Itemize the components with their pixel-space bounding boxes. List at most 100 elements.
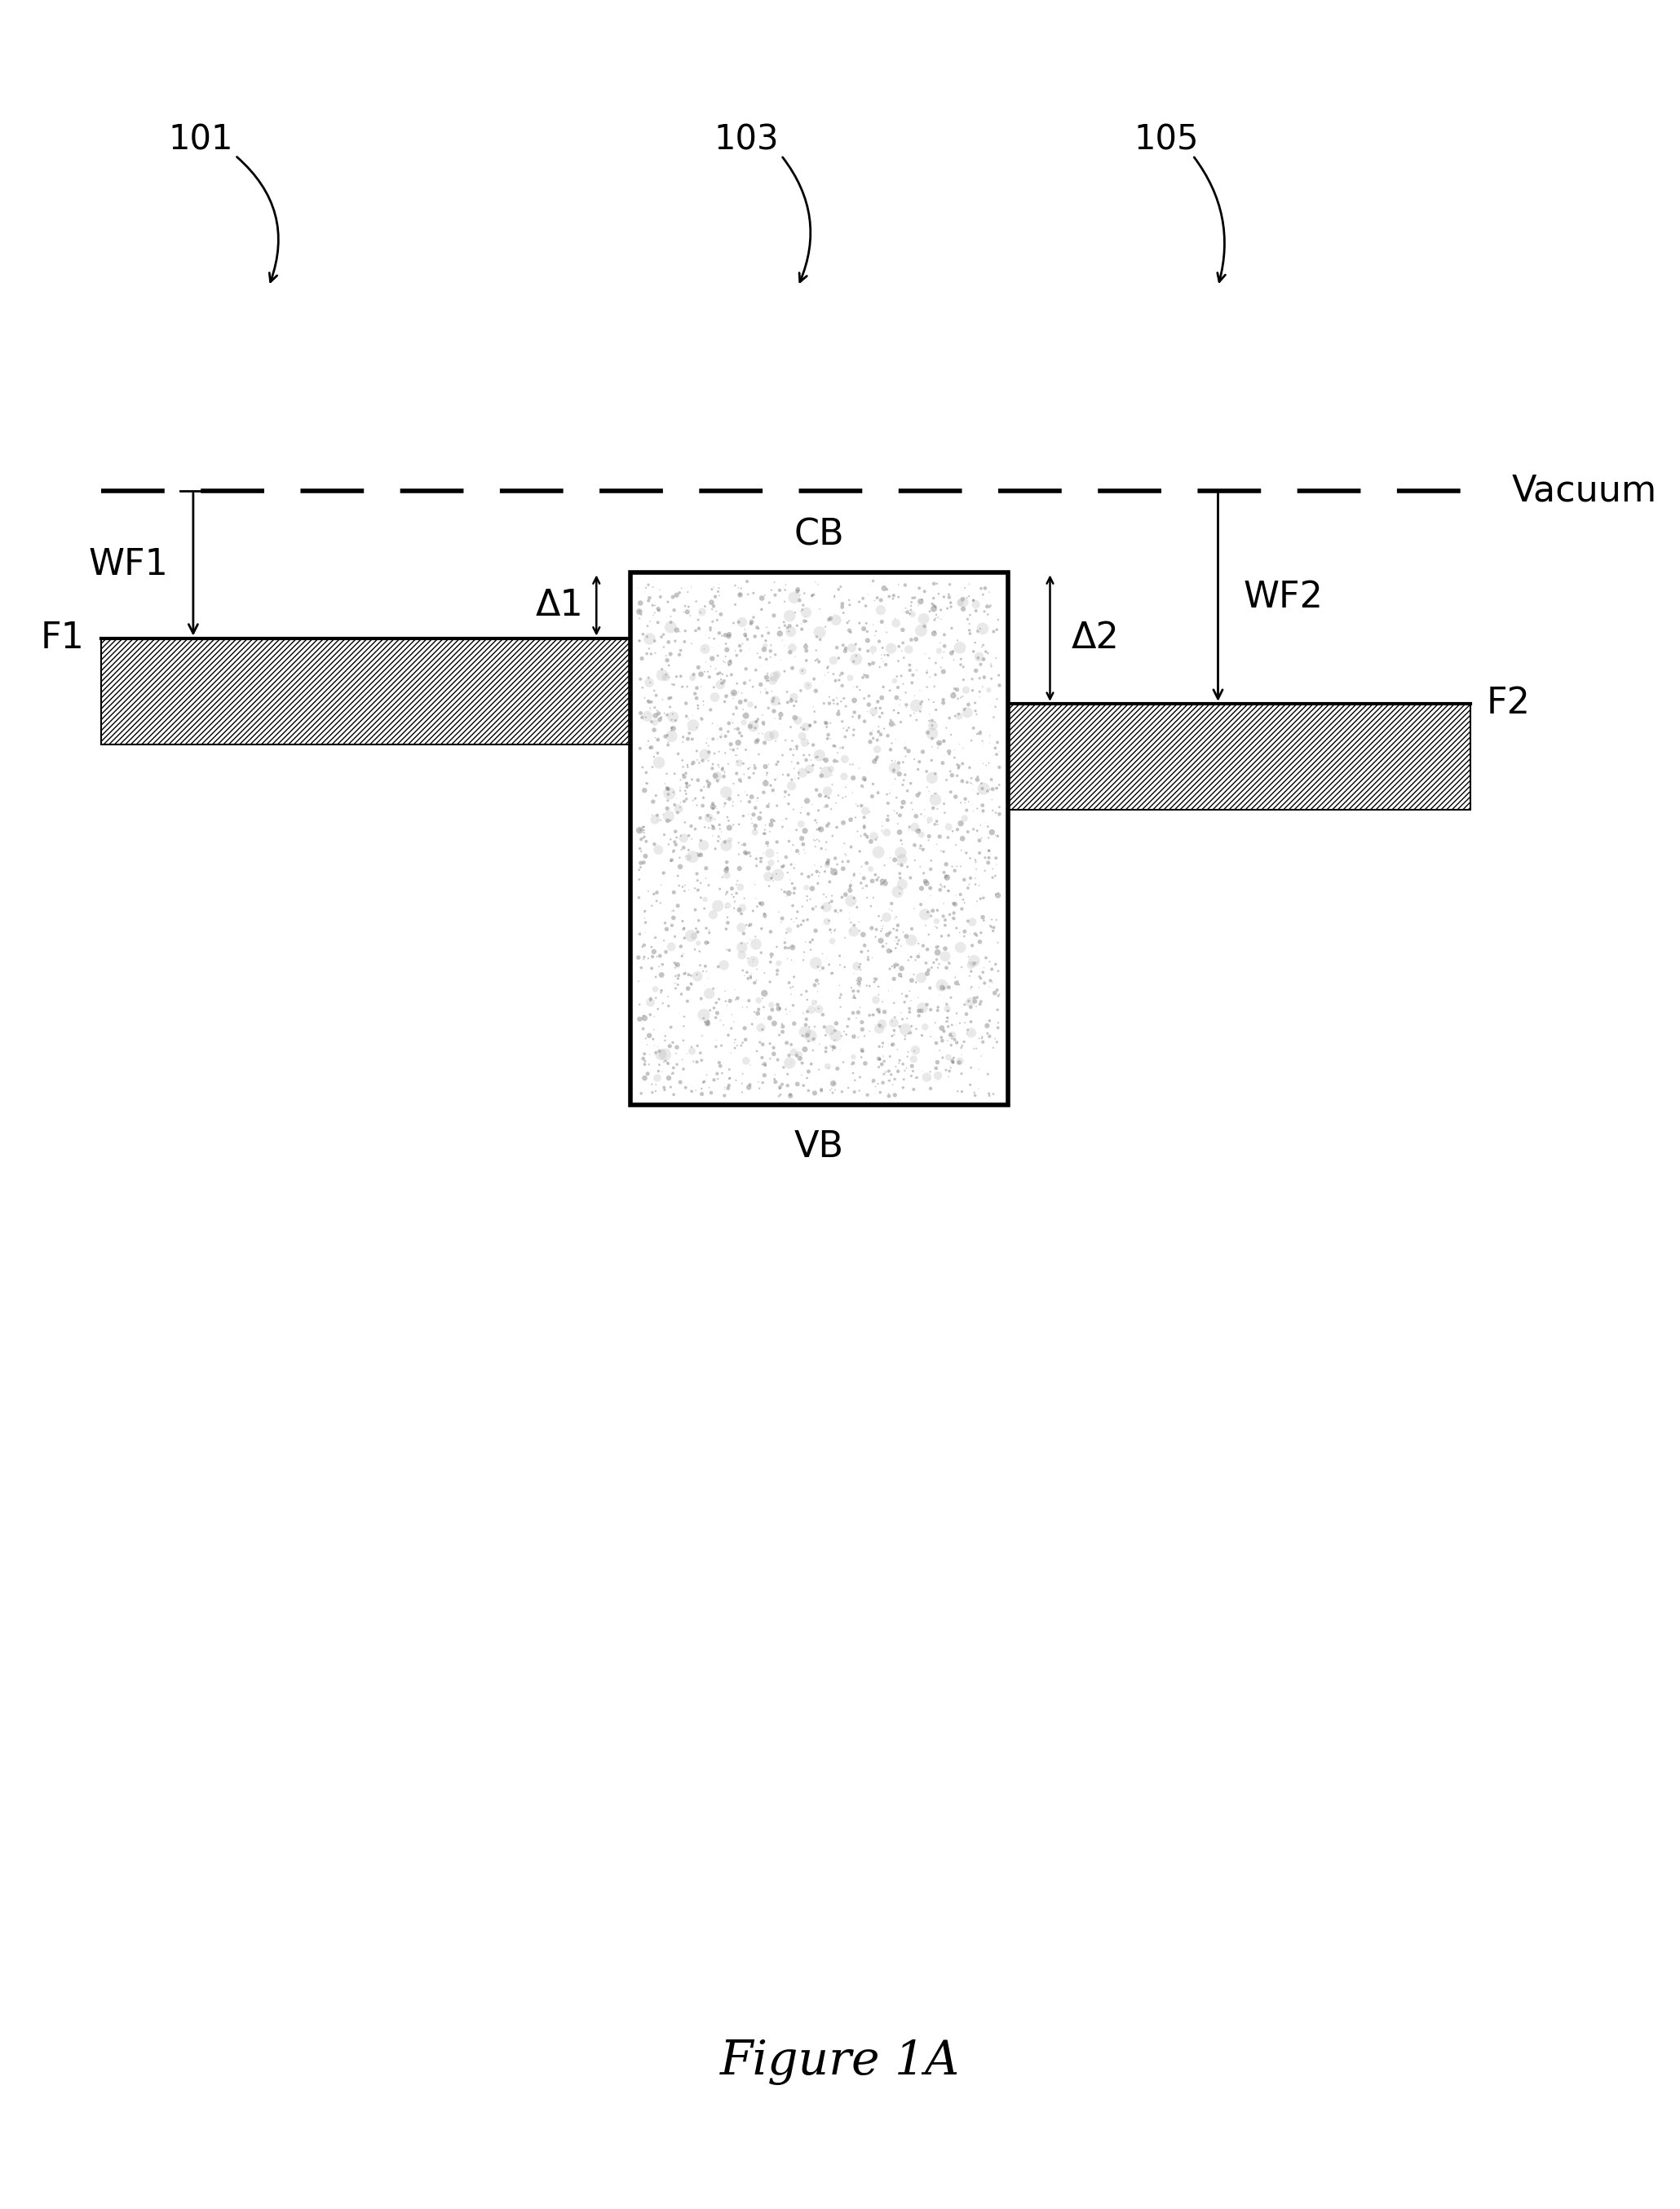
Point	[667, 839, 694, 875]
Point	[655, 1047, 682, 1082]
Point	[655, 625, 682, 660]
Point	[840, 954, 867, 990]
Point	[964, 981, 991, 1016]
Point	[744, 610, 771, 645]
Point	[956, 596, 983, 632]
Point	[800, 1034, 827, 1069]
Point	[732, 1043, 759, 1078]
Point	[822, 1018, 848, 1054]
Point	[820, 1029, 847, 1065]
Point	[815, 603, 842, 638]
Point	[984, 979, 1011, 1014]
Point	[711, 1078, 738, 1113]
Point	[862, 961, 889, 996]
Point	[753, 762, 780, 797]
Point	[704, 888, 731, 923]
Point	[895, 943, 922, 979]
Point	[892, 568, 919, 603]
Point	[884, 912, 911, 948]
Point	[746, 698, 773, 733]
Point	[828, 879, 855, 915]
Point	[924, 826, 951, 862]
Point	[773, 910, 800, 945]
Point	[916, 820, 942, 855]
Point	[759, 683, 786, 718]
Point	[776, 778, 803, 813]
Point	[790, 592, 816, 627]
Point	[774, 941, 801, 976]
Point	[828, 1018, 855, 1054]
Point	[692, 910, 719, 945]
Point	[677, 808, 704, 844]
Point	[724, 738, 751, 773]
Point	[734, 990, 761, 1025]
Point	[662, 970, 689, 1005]
Point	[805, 866, 832, 901]
Point	[743, 808, 769, 844]
Point	[643, 875, 670, 910]
Point	[756, 570, 783, 605]
Point	[852, 817, 879, 853]
Point	[751, 1001, 778, 1036]
Point	[751, 954, 778, 990]
Point	[769, 848, 796, 884]
Point	[677, 959, 704, 994]
Point	[714, 800, 741, 835]
Point	[746, 919, 773, 954]
Point	[766, 685, 793, 720]
Point	[630, 678, 657, 714]
Point	[707, 665, 734, 700]
Point	[848, 1034, 875, 1069]
Point	[862, 1069, 889, 1104]
Point	[687, 594, 714, 630]
Point	[941, 1023, 968, 1058]
Point	[796, 1010, 823, 1045]
Point	[862, 742, 889, 778]
Point	[959, 811, 986, 846]
Point	[778, 762, 805, 797]
Point	[858, 910, 885, 945]
Point	[931, 654, 958, 689]
Point	[949, 890, 976, 926]
Point	[711, 786, 738, 822]
Point	[717, 731, 744, 767]
Point	[818, 879, 845, 915]
Point	[781, 959, 808, 994]
Point	[884, 795, 911, 831]
Point	[835, 583, 862, 619]
Point	[934, 859, 961, 895]
Point	[857, 725, 884, 760]
Point	[890, 762, 917, 797]
Point	[709, 751, 736, 786]
Point	[912, 636, 939, 672]
Point	[894, 607, 921, 643]
Point	[732, 619, 759, 654]
Point	[662, 755, 689, 791]
Point	[865, 623, 892, 658]
Point	[976, 1078, 1003, 1113]
Point	[852, 793, 879, 828]
Point	[969, 630, 996, 665]
Point	[897, 784, 924, 820]
Point	[696, 912, 722, 948]
Point	[628, 822, 655, 857]
Point	[932, 901, 959, 937]
Point	[880, 579, 907, 614]
Point	[743, 652, 769, 687]
Point	[630, 939, 657, 974]
Point	[979, 793, 1006, 828]
Point	[680, 744, 707, 780]
Point	[707, 596, 734, 632]
Point	[731, 1010, 758, 1045]
Point	[813, 742, 840, 778]
Point	[766, 616, 793, 652]
Point	[758, 769, 785, 804]
Point	[692, 725, 719, 760]
Point	[906, 588, 932, 623]
Point	[822, 1071, 848, 1107]
Point	[983, 795, 1010, 831]
Point	[959, 583, 986, 619]
Point	[743, 848, 769, 884]
Point	[895, 647, 922, 683]
Point	[669, 669, 696, 705]
